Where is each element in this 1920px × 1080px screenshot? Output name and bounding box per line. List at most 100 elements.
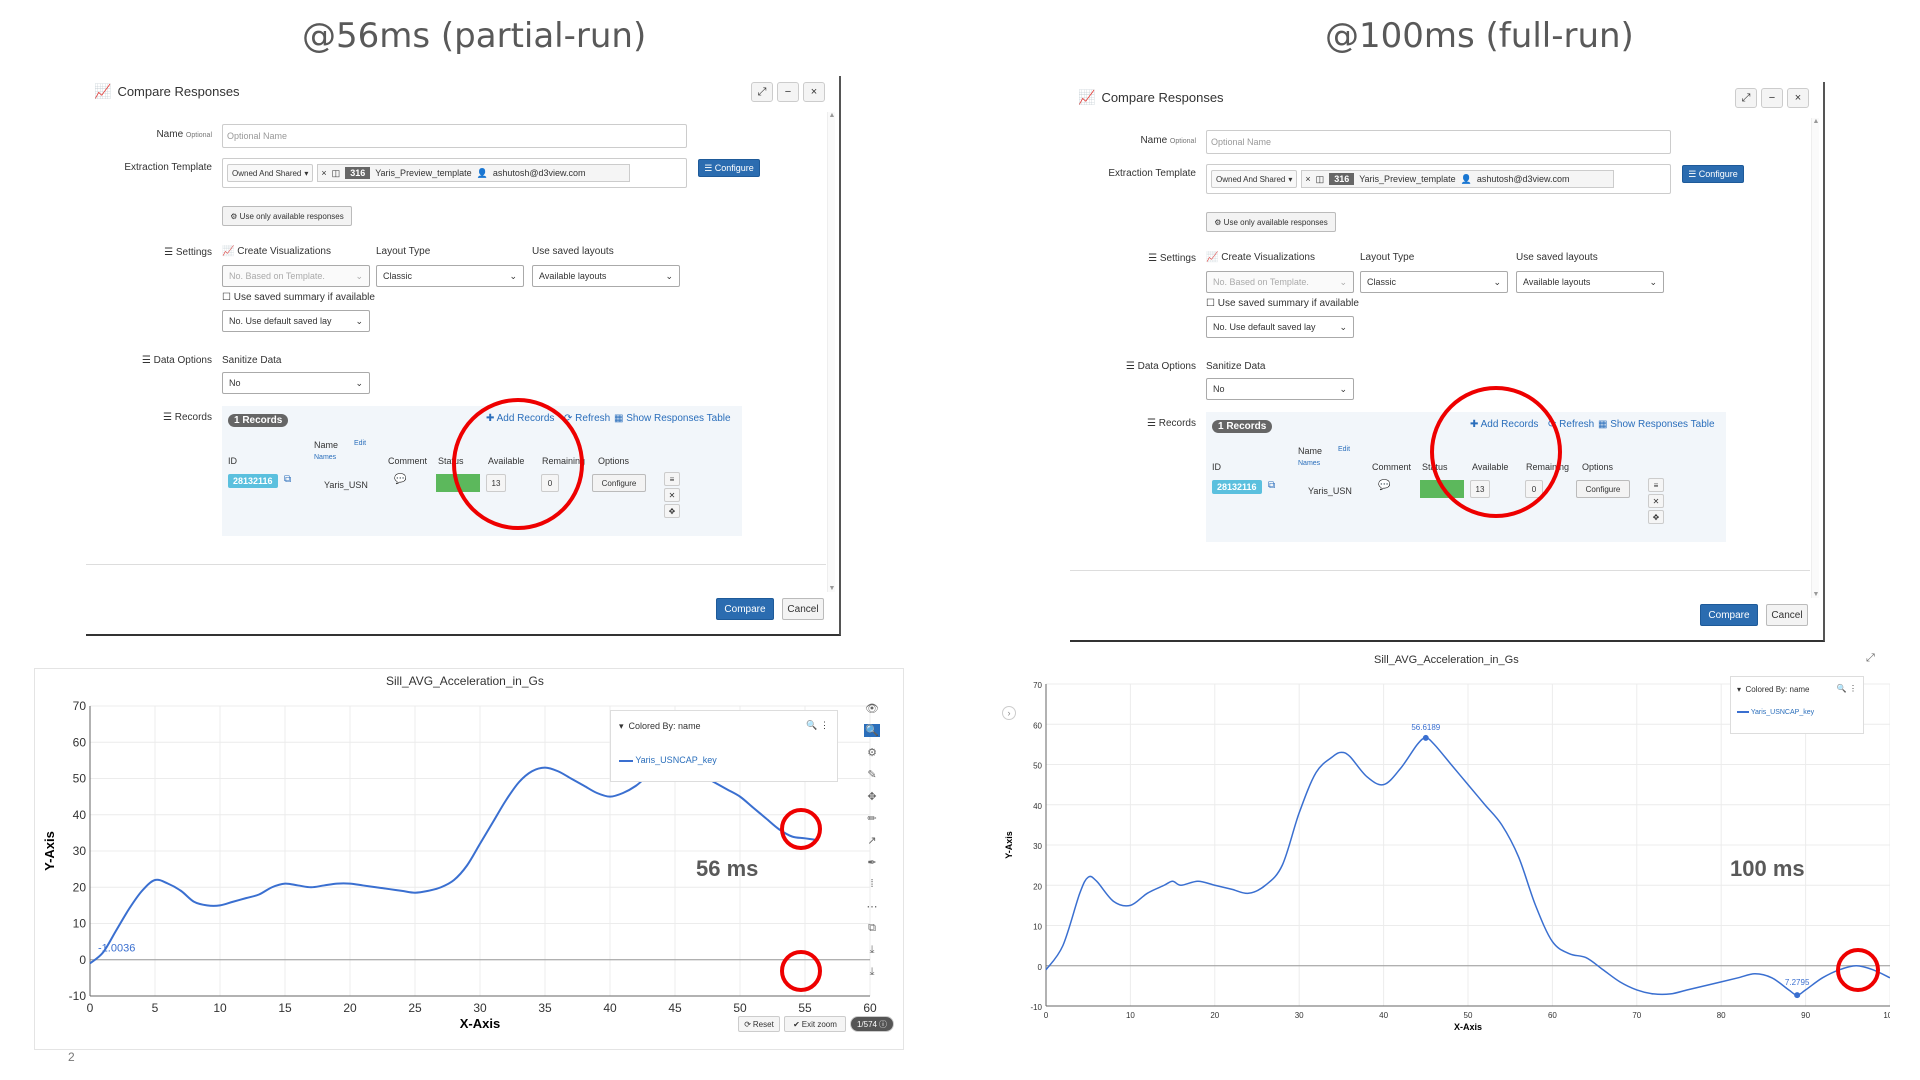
record-configure-button[interactable]: Configure: [1576, 480, 1630, 498]
cancel-button[interactable]: Cancel: [1766, 604, 1808, 626]
create-visualizations-label: 📈 Create Visualizations: [1206, 252, 1315, 263]
toolbar-tool-icon[interactable]: ⚙: [867, 747, 877, 759]
default-saved-select[interactable]: No. Use default saved lay ⌄: [1206, 316, 1354, 338]
right-chart-title: Sill_AVG_Acceleration_in_Gs: [1374, 654, 1519, 666]
remove-icon[interactable]: ✕: [664, 488, 680, 502]
default-saved-select[interactable]: No. Use default saved lay ⌄: [222, 310, 370, 332]
configure-template-button[interactable]: ☰ Configure: [1682, 165, 1744, 183]
compare-button[interactable]: Compare: [1700, 604, 1758, 626]
left-legend: ▾ Colored By: name 🔍 ⋮ Yaris_USNCAP_key: [610, 710, 838, 782]
tag-remove-icon[interactable]: ×: [1305, 174, 1311, 184]
move-icon[interactable]: ✥: [1648, 510, 1664, 524]
right-line-chart[interactable]: 0102030405060708090100-10010203040506070…: [990, 666, 1890, 1048]
close-button[interactable]: ×: [1787, 88, 1809, 108]
owned-shared-select[interactable]: Owned And Shared ▾: [227, 164, 314, 182]
minimize-button[interactable]: −: [777, 82, 799, 102]
show-responses-table-link[interactable]: ▦ Show Responses Table: [1598, 419, 1715, 430]
toolbar-tool-icon[interactable]: ⤓: [869, 966, 875, 978]
legend-item[interactable]: Yaris_USNCAP_key: [1737, 709, 1814, 716]
y-tick-label: 40: [1033, 802, 1042, 811]
record-configure-button[interactable]: Configure: [592, 474, 646, 492]
use-saved-summary-checkbox[interactable]: ☐ Use saved summary if available: [222, 292, 375, 303]
toolbar-tool-icon[interactable]: ⋯: [866, 901, 878, 913]
template-tag-input[interactable]: Owned And Shared ▾ × ◫ 316 Yaris_Preview_…: [1206, 164, 1671, 194]
scroll-down-icon[interactable]: ▼: [828, 585, 836, 592]
template-tag-input[interactable]: Owned And Shared ▾ × ◫ 316 Yaris_Preview_…: [222, 158, 687, 188]
toolbar-tool-icon[interactable]: ⁞: [870, 878, 874, 890]
dialog-scrollbar[interactable]: ▲ ▼: [827, 112, 835, 592]
scroll-up-icon[interactable]: ▲: [1812, 118, 1820, 125]
use-saved-summary-checkbox[interactable]: ☐ Use saved summary if available: [1206, 298, 1359, 309]
use-available-responses-button[interactable]: ⚙ Use only available responses: [222, 206, 352, 226]
toolbar-tool-icon[interactable]: 🔍: [864, 724, 880, 737]
names-link[interactable]: Names: [1298, 460, 1321, 467]
reset-button[interactable]: ⟳ Reset: [738, 1016, 780, 1032]
layout-type-select[interactable]: Classic ⌄: [376, 265, 524, 287]
col-comment-header: Comment: [1372, 462, 1412, 472]
create-visualizations-select[interactable]: No. Based on Template. ⌄: [222, 265, 370, 287]
col-id-header: ID: [228, 456, 237, 466]
sanitize-data-select[interactable]: No ⌄: [222, 372, 370, 394]
y-axis-label: Y-Axis: [1004, 831, 1014, 859]
configure-template-button[interactable]: ☰ Configure: [698, 159, 760, 177]
maximize-button[interactable]: ⤢: [751, 82, 773, 102]
legend-header: ▾ Colored By: name: [619, 721, 701, 731]
toolbar-tool-icon[interactable]: ⧉: [868, 922, 876, 934]
edit-names-link[interactable]: Edit: [1338, 446, 1351, 453]
toolbar-tool-icon[interactable]: ↗: [867, 835, 877, 847]
expand-icon[interactable]: ⤢: [1866, 652, 1875, 664]
user-icon: 👤: [476, 167, 488, 178]
comment-icon[interactable]: 💬: [394, 474, 407, 485]
comment-icon[interactable]: 💬: [1378, 480, 1391, 491]
left-ms-label: 56 ms: [696, 856, 759, 881]
template-name: Yaris_Preview_template: [375, 168, 472, 178]
compare-button[interactable]: Compare: [716, 598, 774, 620]
template-id: 316: [345, 167, 371, 179]
names-link[interactable]: Names: [314, 454, 337, 461]
create-visualizations-select[interactable]: No. Based on Template. ⌄: [1206, 271, 1354, 293]
toolbar-tool-icon[interactable]: ✥: [867, 791, 877, 803]
external-link-icon[interactable]: ⧉: [1268, 480, 1276, 491]
show-responses-table-link[interactable]: ▦ Show Responses Table: [614, 413, 731, 424]
minimize-button[interactable]: −: [1761, 88, 1783, 108]
tag-remove-icon[interactable]: ×: [321, 168, 327, 178]
scroll-up-icon[interactable]: ▲: [828, 112, 836, 119]
sliders-icon: ☰: [704, 162, 715, 173]
move-icon[interactable]: ✥: [664, 504, 680, 518]
toolbar-tool-icon[interactable]: ✎: [867, 769, 877, 781]
close-button[interactable]: ×: [803, 82, 825, 102]
name-input[interactable]: Optional Name: [1206, 130, 1671, 154]
toolbar-tool-icon[interactable]: ⤓: [869, 944, 875, 956]
legend-item[interactable]: Yaris_USNCAP_key: [619, 755, 717, 765]
legend-search-icon[interactable]: 🔍 ⋮: [806, 720, 829, 730]
toolbar-tool-icon[interactable]: ✒: [867, 857, 877, 869]
y-tick-label: 10: [73, 917, 87, 931]
use-saved-layouts-select[interactable]: Available layouts ⌄: [532, 265, 680, 287]
exit-zoom-button[interactable]: ✔ Exit zoom: [784, 1016, 846, 1032]
toolbar-tool-icon[interactable]: 👁: [865, 703, 879, 715]
external-link-icon[interactable]: ⧉: [284, 474, 292, 485]
sidebar-toggle-icon[interactable]: ›: [1002, 706, 1016, 720]
toolbar-tool-icon[interactable]: ✏: [867, 813, 877, 825]
window-controls: ⤢ − ×: [751, 82, 825, 102]
x-tick-label: 50: [1464, 1011, 1473, 1020]
edit-names-link[interactable]: Edit: [354, 440, 367, 447]
cancel-button[interactable]: Cancel: [782, 598, 824, 620]
sanitize-data-select[interactable]: No ⌄: [1206, 378, 1354, 400]
name-input[interactable]: Optional Name: [222, 124, 687, 148]
menu-icon[interactable]: ≡: [1648, 478, 1664, 492]
use-saved-layouts-select[interactable]: Available layouts ⌄: [1516, 271, 1664, 293]
remove-icon[interactable]: ✕: [1648, 494, 1664, 508]
record-id-badge[interactable]: 28132116: [1212, 480, 1262, 494]
menu-icon[interactable]: ≡: [664, 472, 680, 486]
legend-search-icon[interactable]: 🔍 ⋮: [1836, 684, 1857, 693]
refresh-link[interactable]: ⟳ Refresh: [564, 413, 611, 424]
scroll-down-icon[interactable]: ▼: [1812, 591, 1820, 598]
record-id-badge[interactable]: 28132116: [228, 474, 278, 488]
layout-type-select[interactable]: Classic ⌄: [1360, 271, 1508, 293]
owned-shared-select[interactable]: Owned And Shared ▾: [1211, 170, 1298, 188]
dialog-scrollbar[interactable]: ▲ ▼: [1811, 118, 1819, 598]
use-available-responses-button[interactable]: ⚙ Use only available responses: [1206, 212, 1336, 232]
settings-label: ☰ Settings: [1148, 253, 1196, 264]
maximize-button[interactable]: ⤢: [1735, 88, 1757, 108]
